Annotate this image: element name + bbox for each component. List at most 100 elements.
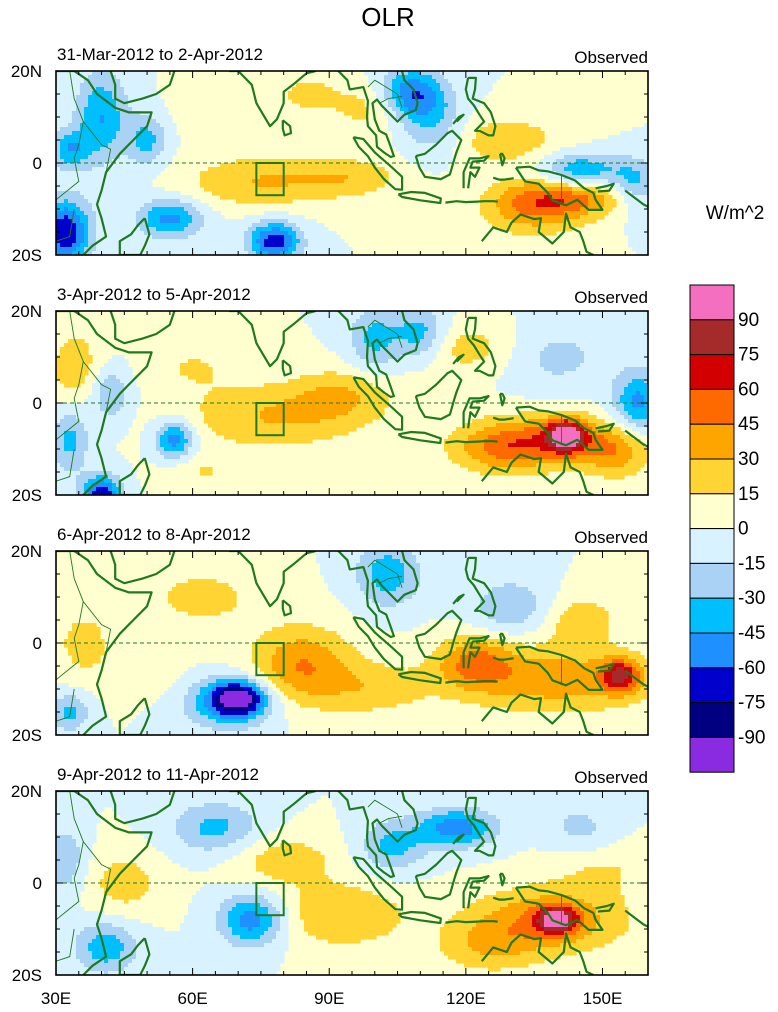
anomaly-cell (132, 139, 137, 144)
anomaly-cell (504, 219, 509, 224)
anomaly-cell (72, 483, 77, 488)
anomaly-cell (504, 211, 509, 216)
anomaly-cell (72, 191, 77, 196)
anomaly-cell (296, 407, 301, 412)
anomaly-cell (488, 79, 493, 84)
anomaly-cell (204, 395, 209, 400)
anomaly-cell (64, 239, 69, 244)
anomaly-cell (80, 203, 85, 208)
anomaly-cell (600, 215, 605, 220)
anomaly-cell (416, 83, 421, 88)
anomaly-cell (636, 239, 641, 244)
anomaly-cell (280, 175, 285, 180)
anomaly-cell (448, 71, 453, 76)
anomaly-cell (92, 159, 97, 164)
anomaly-cell (232, 167, 237, 172)
anomaly-cell (588, 155, 593, 160)
anomaly-cell (252, 395, 257, 400)
anomaly-cell (520, 183, 525, 188)
anomaly-cell (100, 167, 105, 172)
anomaly-cell (224, 403, 229, 408)
anomaly-cell (320, 183, 325, 188)
anomaly-cell (336, 183, 341, 188)
anomaly-cell (152, 239, 157, 244)
anomaly-cell (144, 187, 149, 192)
anomaly-cell (140, 211, 145, 216)
anomaly-cell (76, 467, 81, 472)
anomaly-cell (92, 403, 97, 408)
anomaly-cell (64, 427, 69, 432)
anomaly-cell (608, 195, 613, 200)
anomaly-cell (380, 71, 385, 76)
anomaly-cell (264, 167, 269, 172)
anomaly-cell (60, 123, 65, 128)
anomaly-cell (492, 219, 497, 224)
anomaly-cell (512, 203, 517, 208)
anomaly-cell (108, 415, 113, 420)
anomaly-cell (84, 347, 89, 352)
anomaly-cell (156, 99, 161, 104)
anomaly-cell (120, 179, 125, 184)
anomaly-cell (100, 127, 105, 132)
anomaly-cell (112, 75, 117, 80)
anomaly-cell (332, 95, 337, 100)
anomaly-cell (408, 107, 413, 112)
anomaly-cell (112, 223, 117, 228)
anomaly-cell (204, 223, 209, 228)
anomaly-cell (56, 183, 61, 188)
anomaly-cell (236, 183, 241, 188)
anomaly-cell (72, 243, 77, 248)
anomaly-cell (640, 147, 645, 152)
anomaly-cell (96, 219, 101, 224)
anomaly-cell (452, 79, 457, 84)
anomaly-cell (212, 399, 217, 404)
anomaly-cell (120, 75, 125, 80)
anomaly-cell (156, 171, 161, 176)
anomaly-cell (368, 175, 373, 180)
anomaly-cell (208, 187, 213, 192)
anomaly-cell (148, 127, 153, 132)
anomaly-cell (640, 175, 645, 180)
anomaly-cell (124, 223, 129, 228)
anomaly-cell (348, 251, 353, 255)
anomaly-cell (120, 375, 125, 380)
anomaly-cell (232, 223, 237, 228)
anomaly-cell (168, 123, 173, 128)
anomaly-cell (124, 107, 129, 112)
anomaly-cell (128, 419, 133, 424)
anomaly-cell (256, 231, 261, 236)
anomaly-cell (252, 243, 257, 248)
anomaly-cell (68, 127, 73, 132)
anomaly-cell (116, 371, 121, 376)
anomaly-cell (80, 159, 85, 164)
anomaly-cell (248, 407, 253, 412)
anomaly-cell (88, 95, 93, 100)
anomaly-cell (140, 215, 145, 220)
anomaly-cell (144, 451, 149, 456)
anomaly-cell (204, 187, 209, 192)
anomaly-cell (496, 191, 501, 196)
anomaly-cell (640, 211, 645, 216)
anomaly-cell (76, 231, 81, 236)
anomaly-cell (200, 239, 205, 244)
anomaly-cell (76, 343, 81, 348)
anomaly-cell (92, 471, 97, 476)
anomaly-cell (440, 143, 445, 148)
anomaly-cell (160, 155, 165, 160)
anomaly-cell (384, 95, 389, 100)
anomaly-cell (68, 419, 73, 424)
anomaly-cell (88, 243, 93, 248)
anomaly-cell (208, 371, 213, 376)
anomaly-cell (420, 123, 425, 128)
anomaly-cell (632, 183, 637, 188)
anomaly-cell (296, 219, 301, 224)
anomaly-cell (212, 415, 217, 420)
anomaly-cell (140, 119, 145, 124)
anomaly-cell (128, 167, 133, 172)
anomaly-cell (272, 419, 277, 424)
anomaly-cell (212, 395, 217, 400)
anomaly-cell (260, 191, 265, 196)
anomaly-cell (232, 387, 237, 392)
anomaly-cell (340, 179, 345, 184)
anomaly-cell (612, 147, 617, 152)
